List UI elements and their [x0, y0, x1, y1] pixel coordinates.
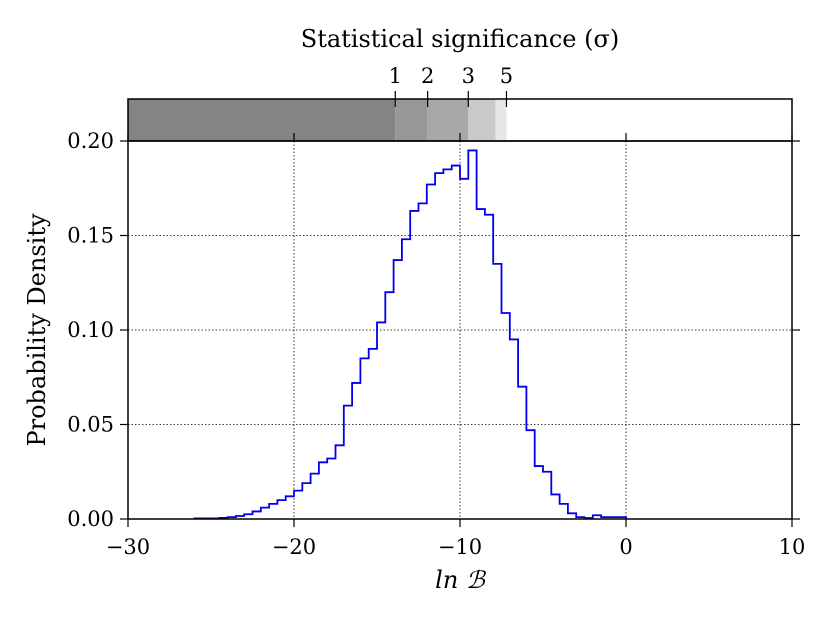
y-tick-label-2: 0.10 [67, 318, 114, 342]
significance-tick-label-2: 2 [421, 64, 434, 88]
histogram [193, 149, 627, 520]
y-tick-label-3: 0.15 [67, 224, 114, 248]
significance-band-0 [128, 99, 396, 141]
significance-bands [128, 99, 792, 141]
x-tick-label-2: −10 [438, 535, 482, 559]
y-axis: 0.00 0.05 0.10 0.15 0.20 [67, 129, 800, 531]
y-axis-label: Probability Density [23, 213, 51, 447]
y-tick-label-1: 0.05 [67, 413, 114, 437]
significance-band-4 [495, 99, 507, 141]
significance-tick-label-3: 3 [462, 64, 475, 88]
significance-band-2 [427, 99, 469, 141]
histogram-step-line [193, 149, 627, 520]
x-axis-label: ln ℬ [435, 566, 487, 594]
significance-axis-title: Statistical significance (σ) [301, 25, 620, 53]
x-tick-label-3: 0 [619, 535, 632, 559]
x-tick-label-0: −30 [106, 535, 150, 559]
x-axis: −30 −20 −10 0 10 [106, 133, 806, 559]
y-tick-label-4: 0.20 [67, 129, 114, 153]
significance-band-5 [506, 99, 792, 141]
y-tick-label-0: 0.00 [67, 507, 114, 531]
x-tick-label-4: 10 [779, 535, 806, 559]
x-tick-label-1: −20 [272, 535, 316, 559]
significance-tick-label-5: 5 [500, 64, 513, 88]
significance-tick-label-1: 1 [389, 64, 402, 88]
significance-band-3 [468, 99, 496, 141]
grid-lines [128, 141, 792, 519]
significance-band-1 [395, 99, 428, 141]
